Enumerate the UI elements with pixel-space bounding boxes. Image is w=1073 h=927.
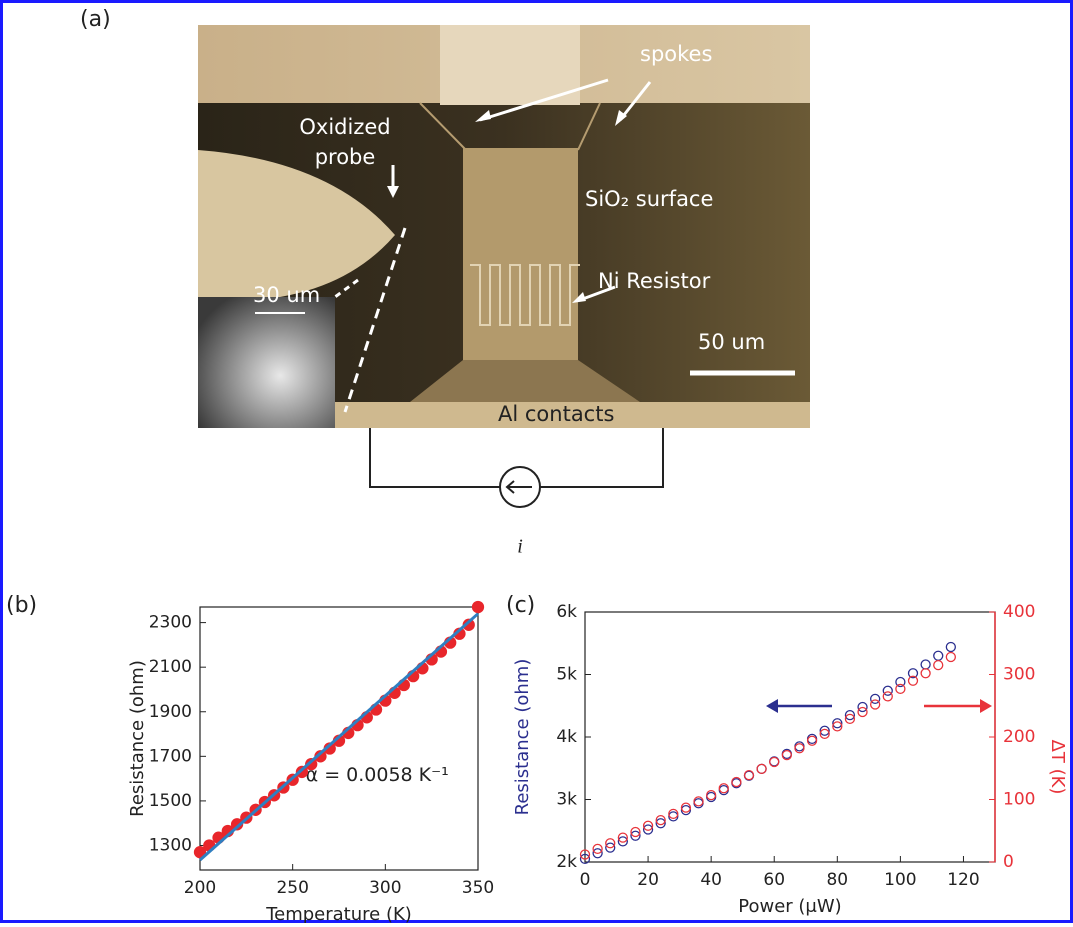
y-tick-label: 1300 — [149, 835, 192, 855]
data-point — [473, 602, 484, 613]
image-label: Ni Resistor — [598, 269, 711, 293]
sem-image — [198, 25, 810, 428]
y-tick-label: 3k — [556, 790, 577, 810]
x-tick-label: 40 — [700, 870, 722, 890]
annotation: α = 0.0058 K⁻¹ — [306, 764, 449, 786]
y2-tick-label: 300 — [1003, 665, 1035, 685]
y2-tick-label: 0 — [1003, 852, 1014, 872]
x-tick-label: 200 — [184, 878, 216, 898]
y-tick-label: 1700 — [149, 746, 192, 766]
y-tick-label: 2k — [556, 852, 577, 872]
y-tick-label: 1500 — [149, 791, 192, 811]
x-tick-label: 100 — [884, 870, 916, 890]
image-label: spokes — [640, 42, 712, 66]
panel-label: (b) — [6, 593, 37, 618]
y-tick-label: 2300 — [149, 613, 192, 633]
x-tick-label: 20 — [637, 870, 659, 890]
y-axis-label: Resistance (ohm) — [127, 660, 148, 817]
x-tick-label: 80 — [826, 870, 848, 890]
y-tick-label: 2100 — [149, 657, 192, 677]
y-tick-label: 4k — [556, 727, 577, 747]
x-tick-label: 350 — [462, 878, 494, 898]
x-tick-label: 250 — [276, 878, 308, 898]
y2-tick-label: 100 — [1003, 790, 1035, 810]
figure: (a) spokes Oxidized probe SiO₂ surface N… — [0, 0, 1073, 923]
current-label: i — [517, 536, 523, 558]
y2-tick-label: 400 — [1003, 602, 1035, 622]
panel-label: (c) — [506, 593, 535, 618]
image-label: Oxidized — [299, 115, 390, 139]
y-tick-label: 1900 — [149, 702, 192, 722]
x-tick-label: 60 — [763, 870, 785, 890]
image-label: Al contacts — [498, 402, 614, 426]
panel-label: (a) — [80, 7, 111, 32]
x-axis-label: Power (μW) — [738, 896, 841, 917]
x-tick-label: 0 — [580, 870, 591, 890]
x-axis-label: Temperature (K) — [265, 904, 412, 923]
y-tick-label: 6k — [556, 602, 577, 622]
y-tick-label: 5k — [556, 665, 577, 685]
y2-axis-label: ΔT (K) — [1047, 740, 1068, 795]
y2-tick-label: 200 — [1003, 727, 1035, 747]
image-label: SiO₂ surface — [585, 187, 713, 211]
x-tick-label: 300 — [369, 878, 401, 898]
image-label: 30 um — [253, 283, 320, 307]
image-label: probe — [315, 145, 376, 169]
y-axis-label: Resistance (ohm) — [512, 659, 533, 816]
image-label: 50 um — [698, 330, 765, 354]
x-tick-label: 120 — [947, 870, 979, 890]
